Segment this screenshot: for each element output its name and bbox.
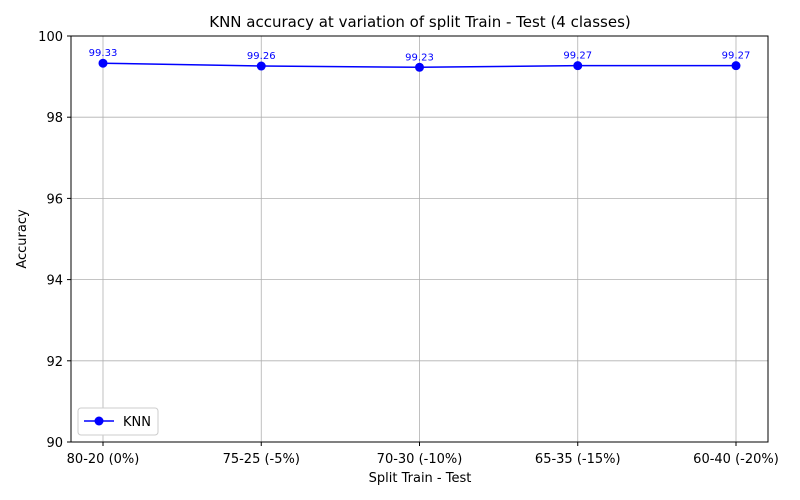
data-point-marker — [415, 62, 424, 72]
data-point-marker — [573, 61, 583, 71]
y-tick-label: 96 — [46, 192, 63, 207]
x-tick-label: 75-25 (-5%) — [223, 452, 300, 467]
legend-marker-swatch — [94, 416, 104, 426]
data-label: 99.27 — [722, 51, 751, 62]
chart-title: KNN accuracy at variation of split Train… — [209, 13, 631, 31]
x-tick-label: 60-40 (-20%) — [693, 452, 779, 467]
legend: KNN — [77, 407, 159, 436]
y-axis-label: Accuracy — [15, 209, 30, 269]
series-layer: 99.33 99.26 99.23 99.27 99.27 — [89, 48, 751, 72]
data-label: 99.23 — [405, 52, 434, 63]
y-tick-label: 98 — [46, 111, 63, 126]
data-point-marker — [98, 58, 108, 68]
x-axis-ticks: 80-20 (0%) 75-25 (-5%) 70-30 (-10%) 65-35 (… — [67, 442, 779, 467]
data-label: 99.27 — [563, 51, 592, 62]
data-label: 99.26 — [247, 51, 276, 62]
y-axis-ticks: 90 92 94 96 98 100 — [38, 30, 71, 451]
y-tick-label: 94 — [46, 274, 63, 289]
y-tick-label: 92 — [46, 355, 63, 370]
legend-box — [77, 407, 159, 436]
data-label: 99.33 — [89, 48, 118, 59]
legend-label: KNN — [123, 415, 151, 430]
x-tick-label: 80-20 (0%) — [67, 452, 140, 467]
x-axis-label: Split Train - Test — [369, 471, 472, 486]
data-point-marker — [256, 61, 266, 71]
y-tick-label: 100 — [38, 30, 63, 45]
x-tick-label: 65-35 (-15%) — [535, 452, 621, 467]
data-point-marker — [731, 61, 741, 71]
x-tick-label: 70-30 (-10%) — [377, 452, 463, 467]
y-tick-label: 90 — [46, 436, 63, 451]
